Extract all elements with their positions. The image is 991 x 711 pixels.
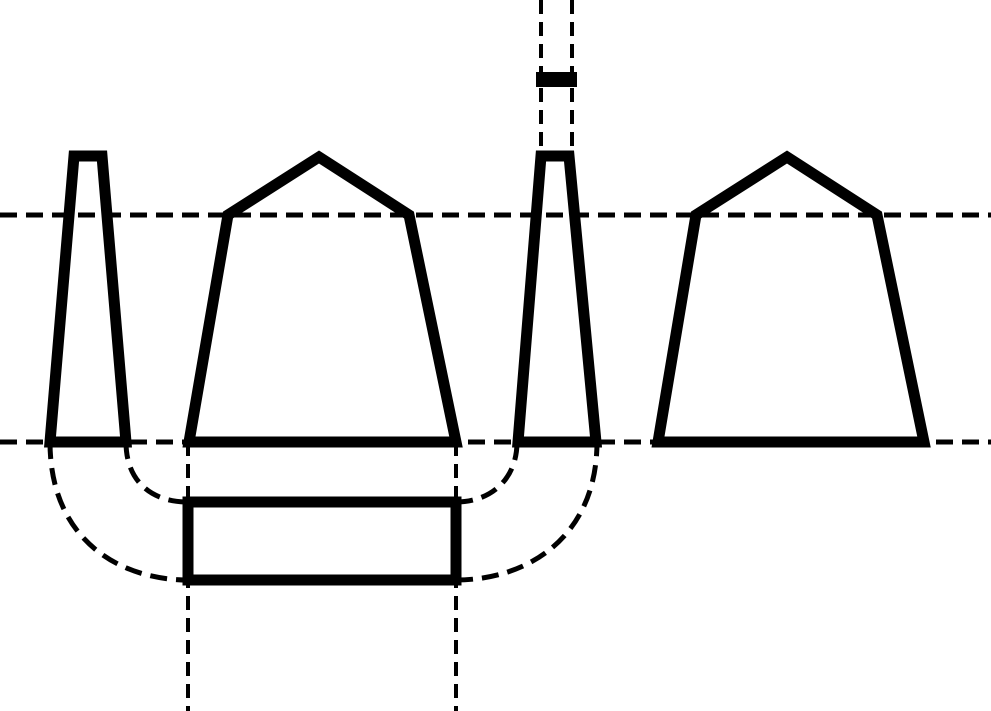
right-tall-chimney — [512, 150, 603, 448]
left-tall-chimney — [44, 150, 132, 448]
outer-u-curve — [47, 441, 600, 583]
left-house-shape — [182, 150, 463, 448]
small-top-bar — [536, 72, 577, 87]
right-house-shape — [651, 150, 931, 448]
inner-u-curve — [123, 441, 520, 505]
bottom-rectangle — [182, 496, 462, 586]
